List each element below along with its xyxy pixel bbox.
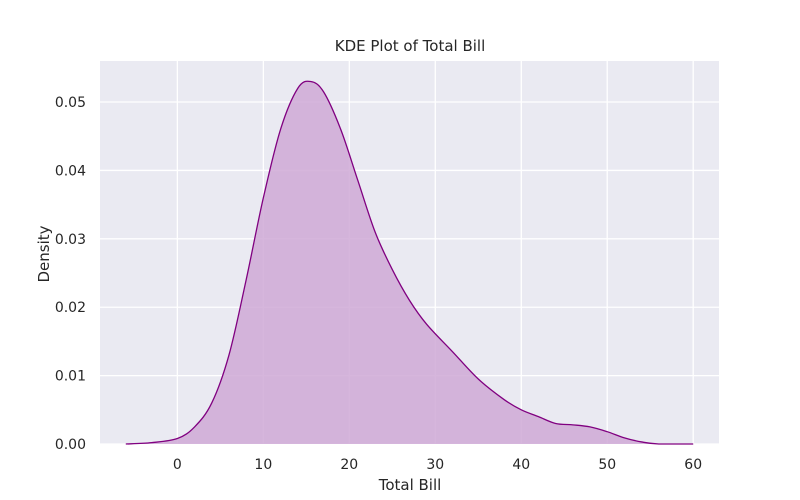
x-tick-label: 60 bbox=[684, 457, 702, 473]
series-layer bbox=[125, 80, 694, 445]
y-tick-label: 0.00 bbox=[55, 437, 86, 453]
x-axis-label: Total Bill bbox=[378, 476, 442, 494]
x-tick-label: 20 bbox=[340, 457, 358, 473]
x-tick-label: 0 bbox=[173, 457, 182, 473]
y-tick-label: 0.04 bbox=[55, 163, 86, 179]
x-tick-label: 40 bbox=[512, 457, 530, 473]
kde-area bbox=[125, 81, 694, 444]
y-tick-label: 0.05 bbox=[55, 95, 86, 111]
x-tick-label: 30 bbox=[426, 457, 444, 473]
y-axis-label: Density bbox=[35, 225, 53, 282]
y-tick-label: 0.02 bbox=[55, 300, 86, 316]
tick-labels: 0 10 20 30 40 50 60 0.00 0.01 0.02 0.03 0.04 0.05 bbox=[55, 95, 702, 473]
y-tick-label: 0.03 bbox=[55, 232, 86, 248]
x-tick-label: 10 bbox=[254, 457, 272, 473]
y-tick-label: 0.01 bbox=[55, 369, 86, 385]
x-tick-label: 50 bbox=[598, 457, 616, 473]
chart-title: KDE Plot of Total Bill bbox=[335, 37, 486, 55]
kde-line bbox=[125, 80, 694, 445]
